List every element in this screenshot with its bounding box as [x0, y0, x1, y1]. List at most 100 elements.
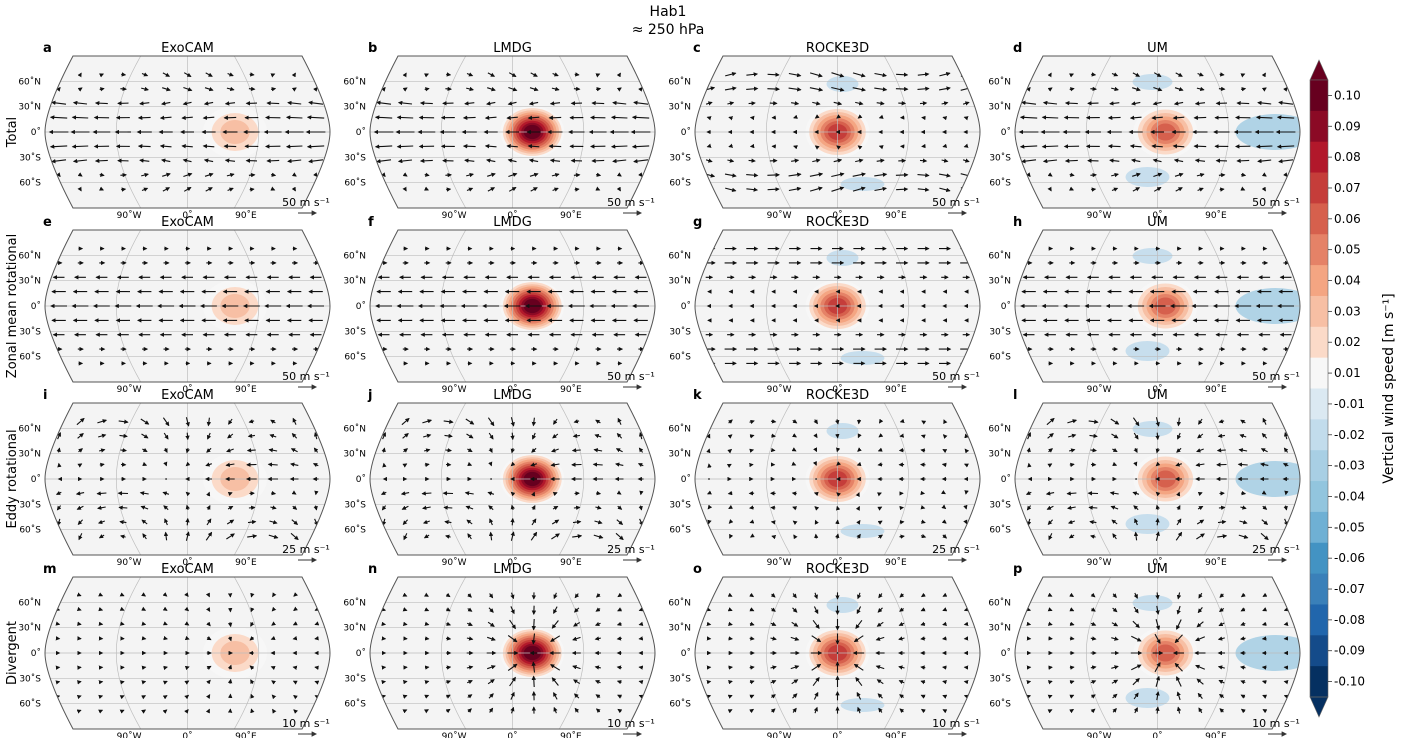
colorbar-segment	[1310, 234, 1328, 266]
arrow-scale-label: 25 m s⁻¹	[932, 543, 980, 556]
latitude-tick-label: 30˚N	[18, 623, 41, 634]
latitude-tick-label: 0˚	[1001, 474, 1011, 485]
colorbar-segment	[1310, 635, 1328, 667]
globe-outline	[694, 229, 981, 383]
colorbar-tick-label: -0.01	[1334, 397, 1365, 411]
latitude-tick-label: 60˚N	[18, 597, 41, 608]
wind-vectors	[1020, 246, 1294, 366]
arrow-scale-label: 10 m s⁻¹	[282, 717, 330, 730]
latitude-tick-label: 0˚	[31, 301, 41, 312]
longitude-tick-label: 90˚E	[1205, 384, 1227, 395]
latitude-tick-label: 60˚S	[669, 352, 691, 363]
longitude-tick-label: 0˚	[1152, 384, 1162, 395]
panel-title: ExoCAM	[161, 388, 214, 403]
downwelling-contour	[1132, 248, 1173, 264]
panel-letter: d	[1013, 41, 1022, 56]
latitude-tick-label: 60˚N	[668, 423, 691, 434]
map-panel: 60˚N 30˚N 0˚ 30˚S 60˚S 90˚W 0˚ 90˚E b LMDG 50 m s⁻…	[343, 41, 656, 221]
longitude-tick-label: 90˚W	[117, 210, 142, 221]
downwelling-contour	[1125, 167, 1170, 187]
latitude-tick-label: 30˚N	[18, 276, 41, 287]
downwelling-contour	[840, 698, 885, 712]
arrow-scale-label: 50 m s⁻¹	[932, 196, 980, 209]
longitude-tick-label: 90˚W	[767, 731, 792, 738]
globe-outline	[1014, 576, 1301, 730]
latitude-tick-label: 60˚S	[19, 178, 41, 189]
latitude-tick-label: 60˚N	[988, 76, 1011, 87]
map-panel: 60˚N 30˚N 0˚ 30˚S 60˚S 90˚W 0˚ 90˚E l UM 25 m s⁻¹	[988, 388, 1301, 568]
longitude-tick-label: 0˚	[832, 210, 842, 221]
arrow-scale-label: 50 m s⁻¹	[1252, 370, 1300, 383]
longitude-tick-label: 90˚E	[885, 210, 907, 221]
arrow-scale-label: 50 m s⁻¹	[282, 196, 330, 209]
longitude-tick-label: 90˚W	[1087, 210, 1112, 221]
globe-outline	[369, 402, 656, 556]
longitude-gridline	[115, 403, 142, 555]
colorbar-tick-label: 0.10	[1334, 88, 1361, 102]
wind-vectors	[380, 416, 644, 542]
row-label: Zonal mean rotational	[5, 234, 20, 378]
wind-vectors	[55, 416, 319, 542]
colorbar-tick-label: 0.03	[1334, 304, 1361, 318]
latitude-tick-label: 30˚N	[668, 623, 691, 634]
latitude-tick-label: 60˚S	[669, 525, 691, 536]
wind-vectors	[1025, 416, 1289, 542]
latitude-tick-label: 0˚	[31, 648, 41, 659]
globe-outline	[44, 229, 331, 383]
colorbar-segment	[1310, 141, 1328, 173]
latitude-tick-label: 60˚S	[989, 525, 1011, 536]
arrow-scale-label: 10 m s⁻¹	[1252, 717, 1300, 730]
longitude-tick-label: 90˚E	[885, 731, 907, 738]
panel-letter: h	[1013, 215, 1022, 230]
longitude-gridline	[558, 403, 585, 555]
longitude-tick-label: 90˚E	[560, 384, 582, 395]
latitude-tick-label: 30˚S	[669, 673, 691, 684]
colorbar-segment	[1310, 80, 1328, 112]
latitude-tick-label: 0˚	[1001, 301, 1011, 312]
longitude-tick-label: 90˚E	[560, 557, 582, 568]
arrow-scale-label: 10 m s⁻¹	[932, 717, 980, 730]
downwelling-contour	[826, 423, 859, 439]
latitude-tick-label: 60˚N	[668, 250, 691, 261]
longitude-tick-label: 90˚E	[235, 384, 257, 395]
colorbar-segment	[1310, 110, 1328, 143]
longitude-tick-label: 0˚	[507, 557, 517, 568]
panel-title: UM	[1147, 388, 1168, 403]
longitude-tick-label: 90˚E	[235, 557, 257, 568]
colorbar-segment	[1310, 326, 1328, 359]
latitude-tick-label: 30˚S	[344, 152, 366, 163]
longitude-tick-label: 90˚W	[767, 557, 792, 568]
latitude-tick-label: 0˚	[681, 301, 691, 312]
colorbar-tick-label: 0.01	[1334, 366, 1361, 380]
longitude-gridline	[233, 577, 260, 729]
latitude-tick-label: 0˚	[681, 648, 691, 659]
panel-title: LMDG	[493, 41, 532, 56]
longitude-tick-label: 90˚W	[1087, 384, 1112, 395]
latitude-tick-label: 0˚	[681, 474, 691, 485]
row-label: Total	[5, 117, 20, 148]
latitude-tick-label: 30˚N	[18, 102, 41, 113]
latitude-tick-label: 30˚S	[989, 326, 1011, 337]
longitude-tick-label: 0˚	[832, 731, 842, 738]
map-panel: 60˚N 30˚N 0˚ 30˚S 60˚S 90˚W 0˚ 90˚E h UM 50 m s⁻¹	[988, 215, 1301, 395]
colorbar-segment	[1310, 265, 1328, 297]
longitude-tick-label: 0˚	[182, 557, 192, 568]
arrow-scale-label: 25 m s⁻¹	[607, 543, 655, 556]
globe-outline	[694, 576, 981, 730]
colorbar-tick-label: -0.02	[1334, 428, 1365, 442]
colorbar-extend-top	[1309, 59, 1329, 81]
latitude-tick-label: 30˚N	[668, 449, 691, 460]
longitude-tick-label: 90˚E	[1205, 731, 1227, 738]
latitude-tick-label: 60˚S	[989, 352, 1011, 363]
map-panel: 60˚N 30˚N 0˚ 30˚S 60˚S 90˚W 0˚ 90˚E k ROCKE3D 25 m…	[668, 388, 981, 568]
panel-title: ROCKE3D	[806, 215, 869, 230]
longitude-tick-label: 0˚	[832, 384, 842, 395]
latitude-tick-label: 30˚S	[19, 326, 41, 337]
latitude-tick-label: 60˚S	[989, 178, 1011, 189]
latitude-tick-label: 30˚N	[988, 102, 1011, 113]
latitude-tick-label: 60˚N	[343, 597, 366, 608]
longitude-tick-label: 90˚E	[560, 731, 582, 738]
globe-outline	[44, 55, 331, 209]
latitude-tick-label: 0˚	[1001, 127, 1011, 138]
figure-title-line2: ≈ 250 hPa	[632, 22, 705, 38]
